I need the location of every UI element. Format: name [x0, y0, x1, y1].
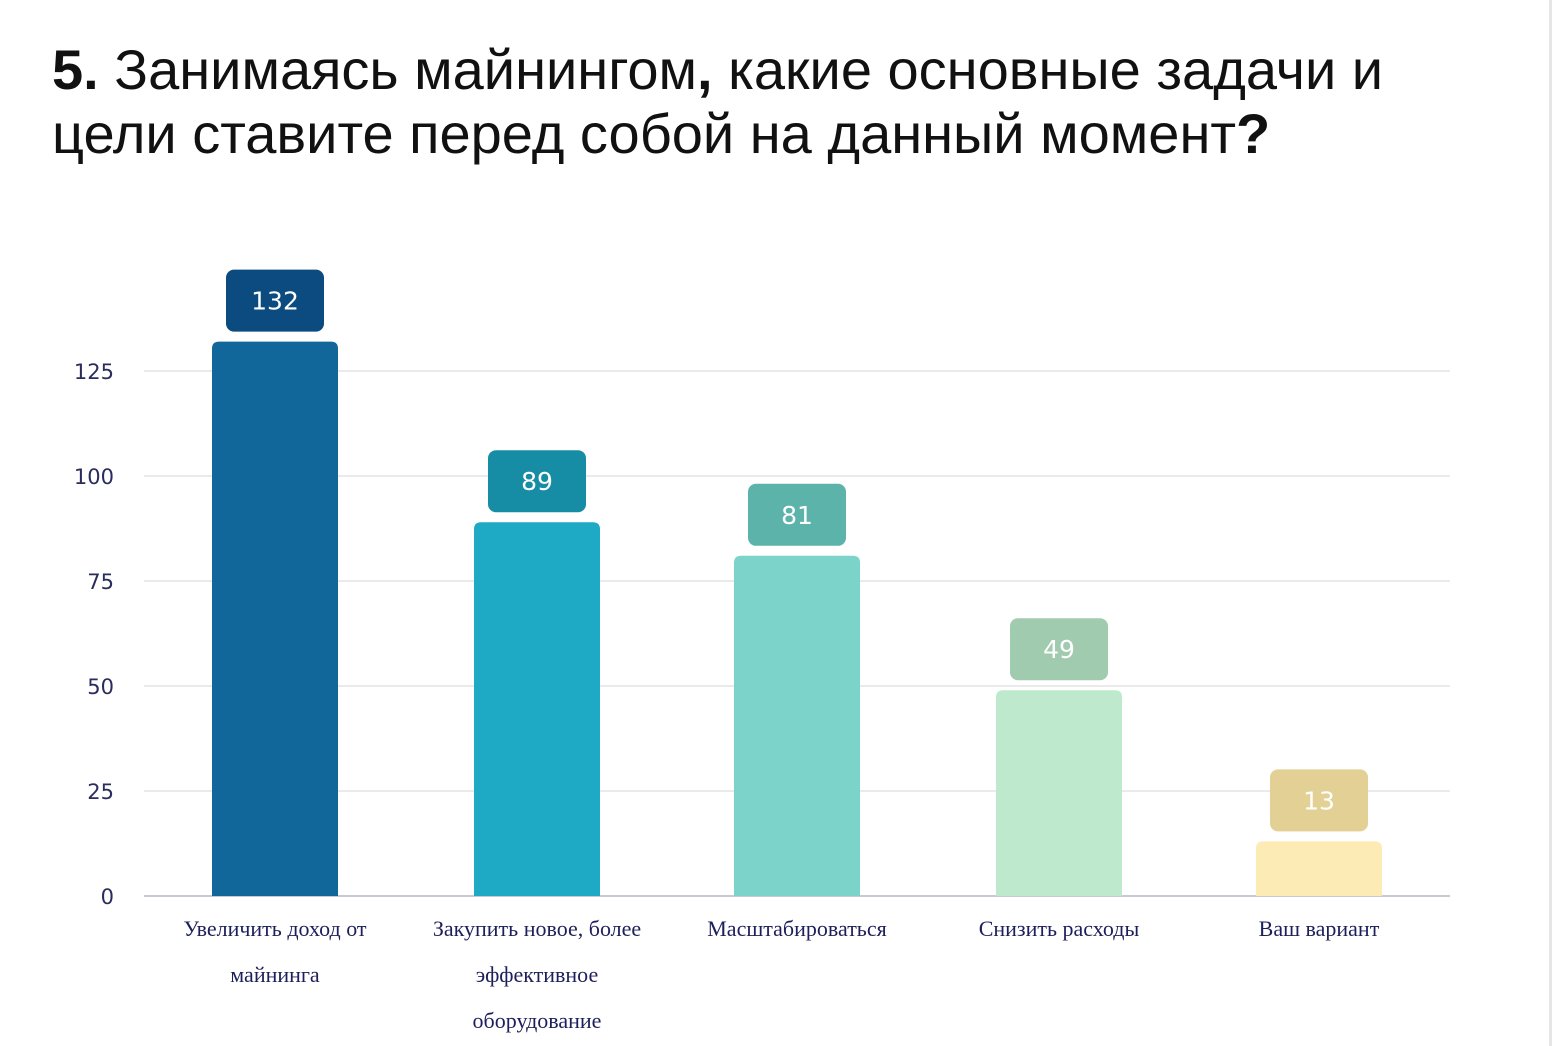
value-badge — [488, 450, 586, 513]
category-label-line: эффективное — [476, 962, 598, 987]
title-line1-rest: какие основные задачи и — [712, 38, 1384, 101]
bar — [212, 341, 338, 897]
y-tick-label: 75 — [87, 570, 114, 594]
bar — [1256, 841, 1382, 896]
right-edge-divider — [1549, 0, 1552, 1046]
category-label-line: оборудование — [473, 1008, 602, 1033]
title-line2: цели ставите перед собой на данный момен… — [52, 102, 1237, 165]
title-comma: , — [697, 38, 713, 101]
value-badge — [748, 483, 846, 546]
category-label: Увеличить доход от майнинга — [183, 916, 366, 987]
category-label-line: Ваш вариант — [1259, 916, 1380, 941]
question-number: 5. — [52, 38, 99, 101]
data-label: 13 — [1303, 786, 1335, 815]
bar — [734, 555, 860, 896]
category-label: Ваш вариант — [1259, 916, 1380, 941]
category-label-line: Снизить расходы — [979, 916, 1140, 941]
y-tick-label: 125 — [74, 360, 114, 384]
y-tick-label: 50 — [87, 675, 114, 699]
data-label: 89 — [521, 467, 553, 496]
y-tick-label: 100 — [74, 465, 114, 489]
data-label: 49 — [1043, 635, 1075, 664]
x-axis-labels: Увеличить доход от майнинга Закупить новое… — [183, 916, 1379, 1033]
bar — [474, 522, 600, 896]
category-label: Масштабироваться — [707, 916, 886, 941]
value-labels: 132 89 81 49 13 — [226, 269, 1368, 832]
y-tick-label: 25 — [87, 780, 114, 804]
category-label-line: Закупить новое, более — [433, 916, 641, 941]
category-label-line: Масштабироваться — [707, 916, 886, 941]
value-badge — [1270, 769, 1368, 832]
category-label-line: Увеличить доход от — [183, 916, 366, 941]
category-label: Снизить расходы — [979, 916, 1140, 941]
title-question-mark: ? — [1236, 102, 1271, 165]
bar — [996, 690, 1122, 896]
value-badge — [226, 269, 324, 332]
title-line1-start: Занимаясь майнингом — [114, 38, 698, 101]
value-badge — [1010, 618, 1108, 681]
category-label: Закупить новое, более эффективное оборудов… — [433, 916, 641, 1033]
data-label: 132 — [251, 287, 299, 316]
y-axis-ticks: 0 25 50 75 100 125 — [74, 360, 114, 909]
data-label: 81 — [781, 501, 813, 530]
chart-title: 5. Занимаясь майнингом, какие основные з… — [52, 38, 1492, 166]
category-label-line: майнинга — [230, 962, 320, 987]
bars — [212, 341, 1382, 897]
y-tick-label: 0 — [101, 885, 114, 909]
